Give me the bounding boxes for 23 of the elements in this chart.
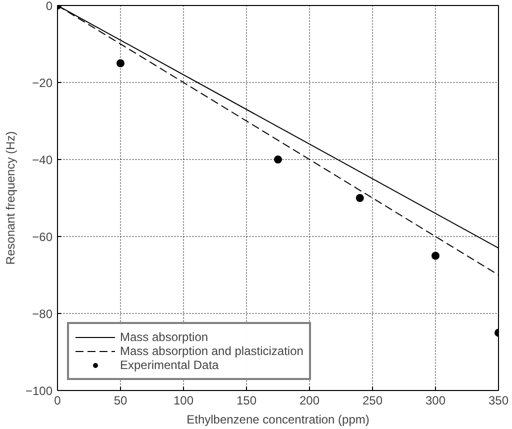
y-axis-title: Resonant frequency (Hz): [3, 131, 18, 265]
x-tick-label: 50: [114, 394, 128, 408]
point: [356, 194, 364, 202]
y-tick-label: −20: [32, 76, 53, 90]
y-tick-label: −100: [25, 384, 53, 398]
x-tick-label: 300: [425, 394, 446, 408]
x-tick-label: 100: [173, 394, 194, 408]
y-tick-label: −80: [32, 307, 53, 321]
point: [432, 252, 440, 260]
y-tick-label: −40: [32, 153, 53, 167]
x-tick-label: 0: [54, 394, 62, 408]
x-tick-label: 350: [488, 394, 509, 408]
y-tick-label: −60: [32, 230, 53, 244]
x-tick-label: 200: [299, 394, 320, 408]
x-axis-title: Ethylbenzene concentration (ppm): [186, 412, 370, 426]
legend-label: Mass absorption and plasticization: [120, 344, 304, 358]
y-tick-label: 0: [46, 0, 53, 13]
x-tick-label: 250: [362, 394, 383, 408]
point: [116, 59, 124, 68]
point: [274, 156, 282, 164]
x-tick-label: 150: [236, 394, 257, 408]
legend-label: Mass absorption: [120, 330, 208, 344]
legend-label: Experimental Data: [120, 358, 219, 372]
